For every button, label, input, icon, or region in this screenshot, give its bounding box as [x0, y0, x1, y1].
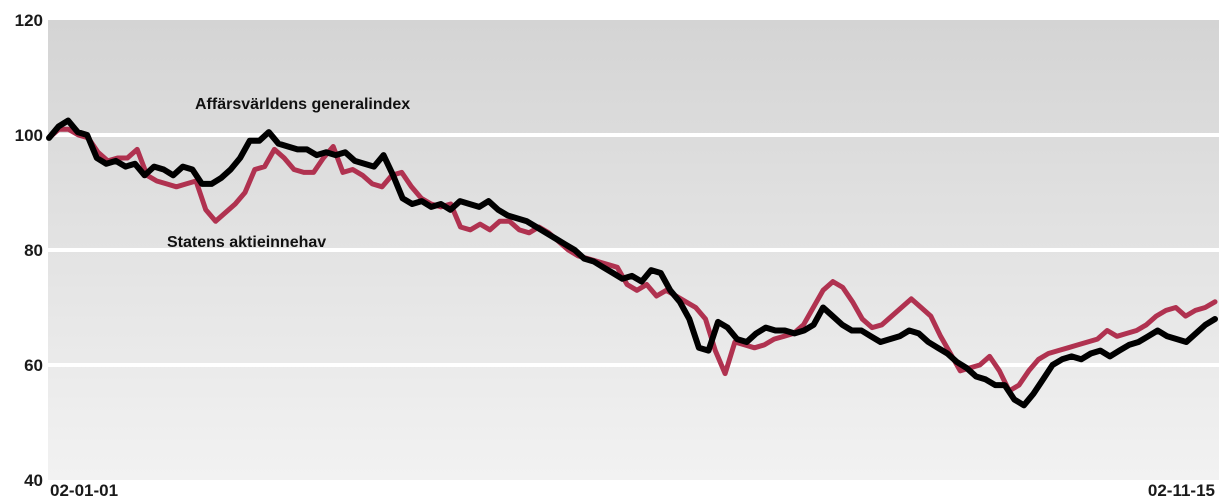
series-line-aktieinnehav — [46, 126, 1218, 394]
y-tick-labels: 40 60 80 100 120 — [15, 11, 43, 490]
y-tick-label: 40 — [24, 471, 43, 490]
series-lines — [46, 117, 1218, 409]
y-tick-label: 60 — [24, 356, 43, 375]
x-tick-labels: 02-01-01 02-11-15 — [50, 481, 1215, 500]
x-tick-label-start: 02-01-01 — [50, 481, 118, 500]
gridlines — [48, 133, 1219, 367]
series-label-aktieinnehav: Statens aktieinnehav — [167, 234, 326, 251]
y-tick-label: 120 — [15, 11, 43, 30]
y-tick-label: 80 — [24, 241, 43, 260]
y-tick-label: 100 — [15, 126, 43, 145]
series-label-generalindex: Affärsvärldens generalindex — [195, 96, 410, 113]
series-line-generalindex — [46, 117, 1218, 409]
x-tick-label-end: 02-11-15 — [1148, 481, 1215, 500]
